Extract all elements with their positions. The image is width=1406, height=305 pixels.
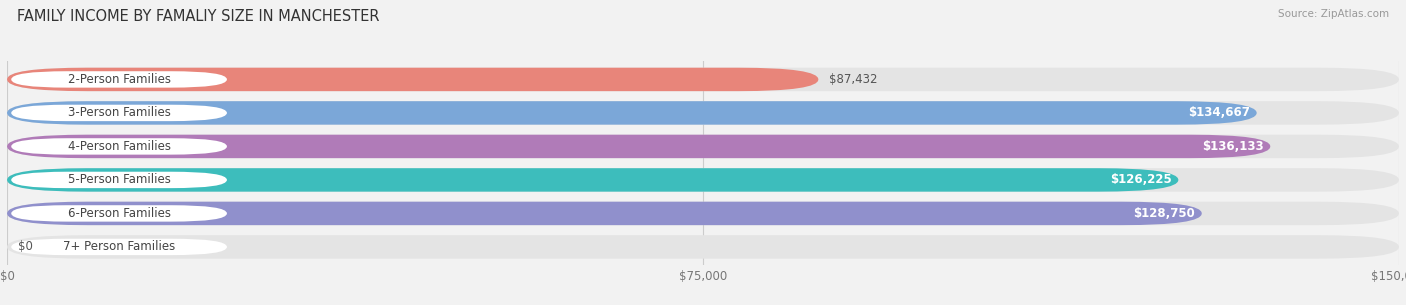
Text: $134,667: $134,667 [1188,106,1250,120]
Text: 6-Person Families: 6-Person Families [67,207,170,220]
FancyBboxPatch shape [11,105,226,121]
FancyBboxPatch shape [7,202,1202,225]
FancyBboxPatch shape [11,172,226,188]
FancyBboxPatch shape [7,101,1399,125]
FancyBboxPatch shape [7,168,1399,192]
Text: $136,133: $136,133 [1202,140,1264,153]
Text: 3-Person Families: 3-Person Families [67,106,170,120]
Text: $0: $0 [18,240,32,253]
Text: $128,750: $128,750 [1133,207,1195,220]
FancyBboxPatch shape [11,239,226,255]
Text: 5-Person Families: 5-Person Families [67,174,170,186]
Text: $87,432: $87,432 [830,73,877,86]
FancyBboxPatch shape [7,68,1399,91]
FancyBboxPatch shape [7,135,1399,158]
Text: FAMILY INCOME BY FAMALIY SIZE IN MANCHESTER: FAMILY INCOME BY FAMALIY SIZE IN MANCHES… [17,9,380,24]
Text: $126,225: $126,225 [1109,174,1171,186]
FancyBboxPatch shape [7,235,1399,259]
FancyBboxPatch shape [7,168,1178,192]
FancyBboxPatch shape [7,202,1399,225]
FancyBboxPatch shape [7,101,1257,125]
FancyBboxPatch shape [7,135,1270,158]
FancyBboxPatch shape [11,205,226,222]
Text: Source: ZipAtlas.com: Source: ZipAtlas.com [1278,9,1389,19]
FancyBboxPatch shape [7,68,818,91]
Text: 2-Person Families: 2-Person Families [67,73,170,86]
Text: 7+ Person Families: 7+ Person Families [63,240,176,253]
Text: 4-Person Families: 4-Person Families [67,140,170,153]
FancyBboxPatch shape [11,71,226,88]
FancyBboxPatch shape [11,138,226,155]
